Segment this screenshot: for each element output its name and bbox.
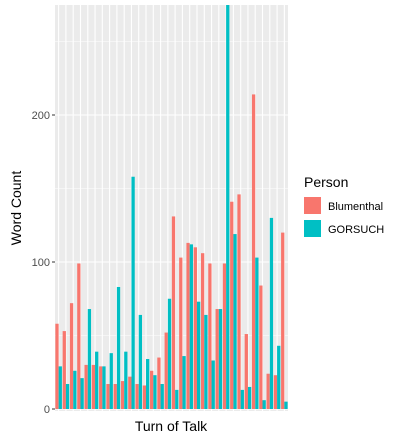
bar-blumenthal-12 (135, 384, 139, 409)
bar-blumenthal-19 (186, 242, 190, 409)
bar-blumenthal-7 (99, 366, 103, 409)
bar-blumenthal-17 (171, 216, 176, 409)
bar-gorsuch-24 (226, 5, 230, 409)
y-tick-label: 0 (44, 404, 50, 416)
bar-blumenthal-25 (230, 201, 234, 409)
bar-gorsuch-15 (160, 384, 164, 409)
bar-blumenthal-3 (69, 303, 74, 409)
bar-gorsuch-29 (262, 400, 266, 409)
bar-blumenthal-13 (142, 385, 147, 409)
bar-gorsuch-25 (233, 234, 237, 409)
bar-blumenthal-2 (62, 331, 66, 409)
bar-blumenthal-11 (128, 376, 132, 409)
bar-gorsuch-9 (116, 286, 121, 409)
bar-gorsuch-23 (218, 309, 223, 409)
legend-key-blumenthal (304, 197, 321, 214)
bar-blumenthal-31 (273, 375, 278, 409)
bar-blumenthal-5 (84, 364, 88, 409)
bar-gorsuch-26 (240, 389, 244, 409)
legend-title: Person (304, 174, 348, 190)
bar-blumenthal-32 (281, 232, 285, 409)
bar-gorsuch-20 (196, 301, 201, 409)
bar-blumenthal-21 (200, 253, 205, 409)
bar-gorsuch-6 (95, 351, 99, 409)
bar-blumenthal-30 (266, 373, 270, 409)
bar-gorsuch-21 (204, 314, 208, 409)
bar-blumenthal-10 (120, 381, 125, 409)
bar-blumenthal-1 (55, 323, 59, 409)
bar-gorsuch-31 (277, 345, 281, 409)
bar-blumenthal-28 (251, 94, 256, 410)
y-axis-title: Word Count (8, 171, 24, 246)
bar-gorsuch-12 (138, 314, 143, 409)
bar-blumenthal-24 (222, 263, 227, 409)
legend-key-gorsuch (304, 220, 321, 237)
legend-label-gorsuch: GORSUCH (328, 224, 384, 236)
y-tick-label: 200 (32, 110, 50, 122)
bar-blumenthal-23 (215, 309, 219, 409)
bar-gorsuch-19 (189, 244, 193, 409)
y-tick-label: 100 (32, 257, 50, 269)
bar-blumenthal-29 (259, 285, 263, 409)
bar-blumenthal-26 (237, 194, 241, 409)
bar-blumenthal-6 (91, 364, 96, 409)
y-axis: 0 100 200 (32, 110, 55, 416)
bar-gorsuch-18 (182, 356, 186, 409)
bar-gorsuch-11 (131, 176, 135, 409)
bars (55, 5, 288, 410)
legend-label-blumenthal: Blumenthal (328, 201, 383, 213)
bar-gorsuch-27 (247, 386, 252, 409)
bar-gorsuch-13 (146, 359, 150, 409)
bar-gorsuch-2 (65, 384, 70, 409)
bar-blumenthal-22 (208, 263, 212, 409)
bar-blumenthal-18 (179, 257, 183, 409)
bar-gorsuch-3 (73, 370, 77, 409)
bar-blumenthal-9 (113, 384, 117, 409)
bar-blumenthal-4 (77, 263, 81, 409)
bar-gorsuch-1 (58, 366, 62, 409)
legend: Person Blumenthal GORSUCH (304, 174, 384, 237)
panel-background (55, 5, 288, 411)
bar-blumenthal-16 (164, 332, 168, 409)
bar-blumenthal-14 (150, 370, 154, 409)
bar-blumenthal-15 (157, 357, 161, 409)
bar-blumenthal-8 (106, 384, 110, 409)
bar-gorsuch-14 (153, 375, 157, 409)
bar-gorsuch-10 (124, 351, 128, 409)
bar-gorsuch-4 (80, 378, 84, 409)
bar-gorsuch-16 (167, 298, 172, 409)
bar-gorsuch-17 (175, 389, 179, 409)
bar-gorsuch-28 (255, 257, 259, 409)
bar-gorsuch-5 (87, 309, 92, 409)
bar-blumenthal-27 (244, 334, 248, 409)
x-axis-title: Turn of Talk (135, 418, 208, 434)
bar-gorsuch-32 (284, 401, 288, 409)
bar-gorsuch-8 (109, 353, 113, 409)
bar-blumenthal-20 (193, 247, 197, 409)
bar-gorsuch-7 (102, 366, 106, 409)
bar-gorsuch-30 (269, 217, 274, 409)
bar-gorsuch-22 (211, 360, 215, 409)
